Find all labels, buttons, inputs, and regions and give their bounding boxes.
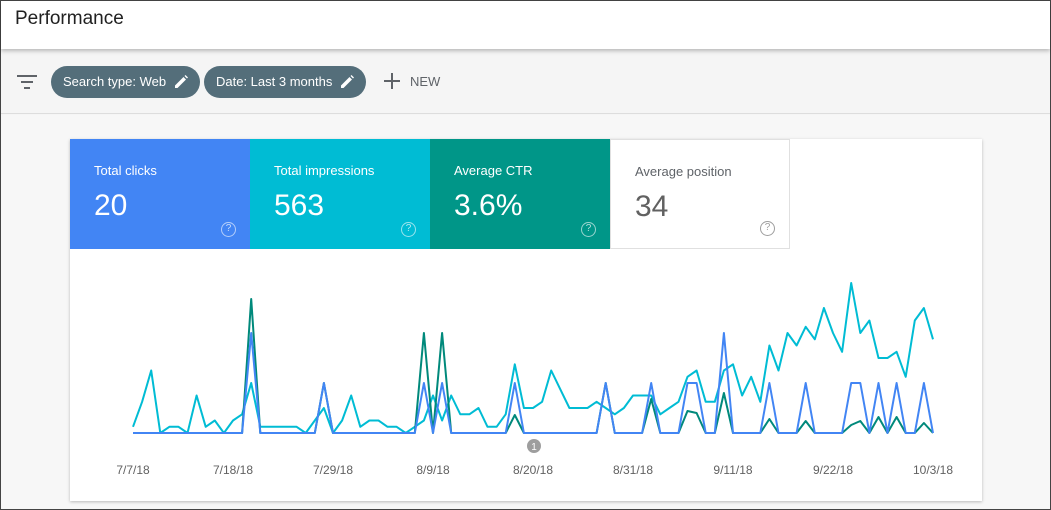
x-tick-label: 7/29/18 xyxy=(313,463,353,477)
chip-label: Date: Last 3 months xyxy=(216,74,333,89)
series-line-total-impressions xyxy=(132,282,934,434)
metric-label: Total clicks xyxy=(94,163,157,178)
x-tick-label: 7/7/18 xyxy=(116,463,150,477)
date-range-chip[interactable]: Date: Last 3 months xyxy=(204,66,367,98)
help-icon[interactable]: ? xyxy=(401,222,416,237)
plus-icon xyxy=(384,73,400,89)
metric-total-impressions[interactable]: Total impressions 563 ? xyxy=(250,139,430,249)
metric-average-ctr[interactable]: Average CTR 3.6% ? xyxy=(430,139,610,249)
filter-list-icon[interactable] xyxy=(17,75,37,89)
search-type-chip[interactable]: Search type: Web xyxy=(51,66,201,98)
pencil-icon[interactable] xyxy=(174,75,189,89)
x-tick-label: 8/9/18 xyxy=(416,463,450,477)
pencil-icon[interactable] xyxy=(340,75,355,89)
x-tick-label: 9/11/18 xyxy=(713,463,752,477)
metric-value: 20 xyxy=(94,189,128,222)
new-label: NEW xyxy=(410,73,441,89)
performance-chart: 7/7/18 7/18/18 7/29/18 8/9/18 8/20/18 8/31/18… xyxy=(116,282,953,477)
new-filter-button[interactable]: NEW xyxy=(384,73,440,89)
series-line-total-clicks xyxy=(133,332,934,434)
metric-value: 34 xyxy=(635,190,669,223)
series-line-average-ctr xyxy=(133,298,934,434)
x-tick-label: 8/20/18 xyxy=(513,463,553,477)
x-tick-label: 9/22/18 xyxy=(813,463,853,477)
performance-card: Total clicks 20 ? Total impressions 563 … xyxy=(70,139,982,501)
metric-label: Average position xyxy=(635,164,732,179)
metric-label: Total impressions xyxy=(274,163,375,178)
metric-label: Average CTR xyxy=(454,163,533,178)
help-icon[interactable]: ? xyxy=(581,222,596,237)
metric-value: 3.6% xyxy=(454,189,523,222)
chip-label: Search type: Web xyxy=(63,74,167,89)
x-tick-label: 7/18/18 xyxy=(213,463,253,477)
metric-value: 563 xyxy=(274,189,325,222)
x-tick-label: 8/31/18 xyxy=(613,463,653,477)
page-title: Performance xyxy=(15,8,124,29)
page-header: Performance xyxy=(1,1,1050,49)
help-icon[interactable]: ? xyxy=(760,221,775,236)
metric-average-position[interactable]: Average position 34 ? xyxy=(610,139,790,249)
filter-toolbar: Search type: Web Date: Last 3 months NEW xyxy=(1,49,1050,114)
metric-total-clicks[interactable]: Total clicks 20 ? xyxy=(70,139,250,249)
x-tick-label: 10/3/18 xyxy=(913,463,953,477)
annotation-marker[interactable]: 1 xyxy=(527,439,541,453)
help-icon[interactable]: ? xyxy=(221,222,236,237)
annotation-label: 1 xyxy=(531,442,537,453)
